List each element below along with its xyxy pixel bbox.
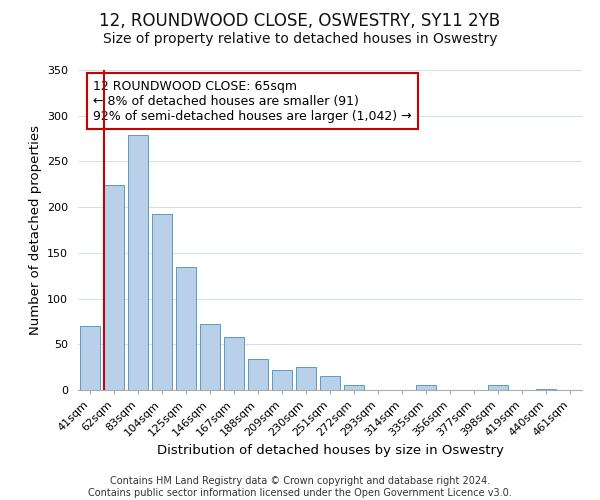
Bar — [248, 359, 268, 390]
Bar — [80, 326, 100, 390]
Text: Contains HM Land Registry data © Crown copyright and database right 2024.
Contai: Contains HM Land Registry data © Crown c… — [88, 476, 512, 498]
Bar — [104, 185, 124, 390]
Text: 12 ROUNDWOOD CLOSE: 65sqm
← 8% of detached houses are smaller (91)
92% of semi-d: 12 ROUNDWOOD CLOSE: 65sqm ← 8% of detach… — [93, 80, 412, 122]
Bar — [272, 370, 292, 390]
Bar — [416, 384, 436, 390]
Y-axis label: Number of detached properties: Number of detached properties — [29, 125, 41, 335]
Bar — [152, 214, 172, 390]
Bar — [344, 386, 364, 390]
Text: Size of property relative to detached houses in Oswestry: Size of property relative to detached ho… — [103, 32, 497, 46]
Bar — [296, 367, 316, 390]
Bar — [176, 268, 196, 390]
Bar — [488, 384, 508, 390]
Bar — [536, 389, 556, 390]
Bar — [200, 324, 220, 390]
X-axis label: Distribution of detached houses by size in Oswestry: Distribution of detached houses by size … — [157, 444, 503, 456]
Bar — [320, 376, 340, 390]
Bar — [224, 337, 244, 390]
Text: 12, ROUNDWOOD CLOSE, OSWESTRY, SY11 2YB: 12, ROUNDWOOD CLOSE, OSWESTRY, SY11 2YB — [100, 12, 500, 30]
Bar — [128, 135, 148, 390]
